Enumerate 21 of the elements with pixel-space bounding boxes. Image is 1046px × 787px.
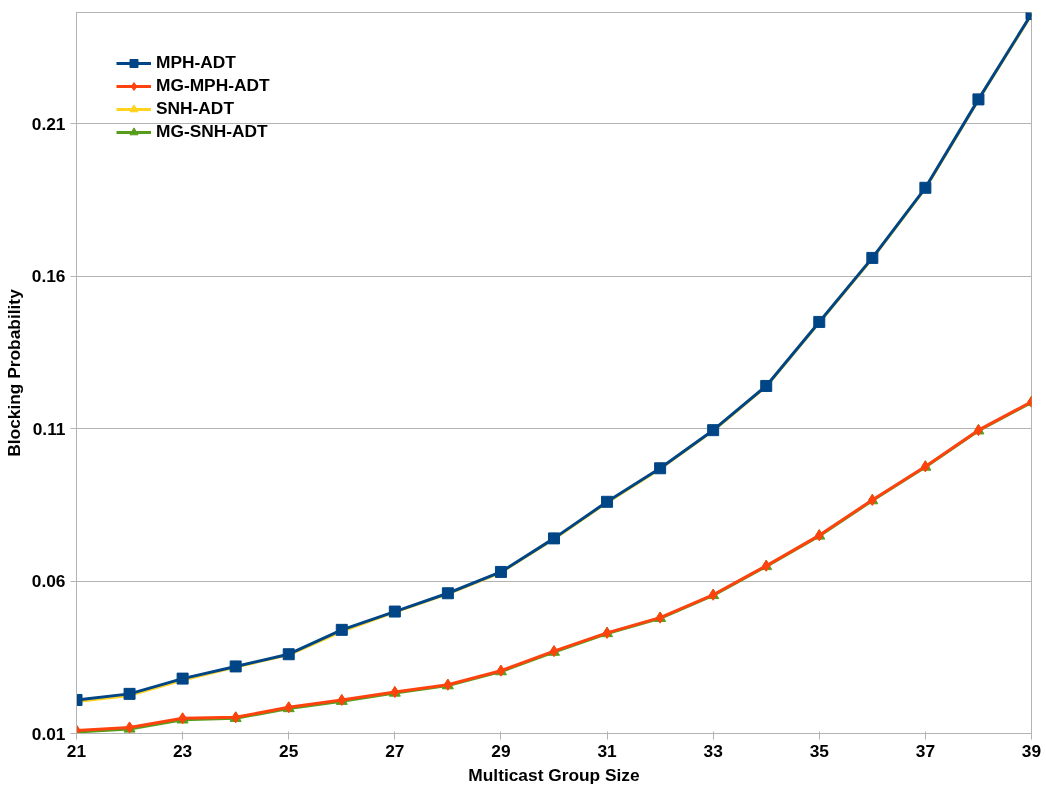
y-tick-label: 0.06 (31, 571, 66, 592)
y-tick-label: 0.21 (31, 113, 66, 134)
x-tick-label: 33 (703, 740, 724, 761)
x-tick-label: 37 (915, 740, 936, 761)
x-axis-title: Multicast Group Size (468, 764, 641, 785)
x-tick-label: 29 (491, 740, 511, 761)
legend-label: SNH-ADT (156, 98, 234, 119)
y-tick-label: 0.01 (31, 723, 66, 744)
x-tick-label: 23 (172, 740, 193, 761)
x-tick-label: 27 (385, 740, 405, 761)
x-tick-label: 21 (66, 740, 87, 761)
y-tick-label: 0.11 (32, 418, 66, 439)
x-tick-label: 35 (809, 740, 830, 761)
legend-label: MG-MPH-ADT (156, 75, 270, 96)
y-tick-label: 0.16 (31, 266, 66, 287)
x-tick-label: 25 (279, 740, 299, 761)
x-tick-label: 39 (1021, 740, 1042, 761)
y-axis-title: Blocking Probability (3, 288, 24, 457)
legend-label: MPH-ADT (156, 52, 236, 73)
x-tick-label: 31 (597, 740, 618, 761)
legend-label: MG-SNH-ADT (156, 121, 268, 142)
